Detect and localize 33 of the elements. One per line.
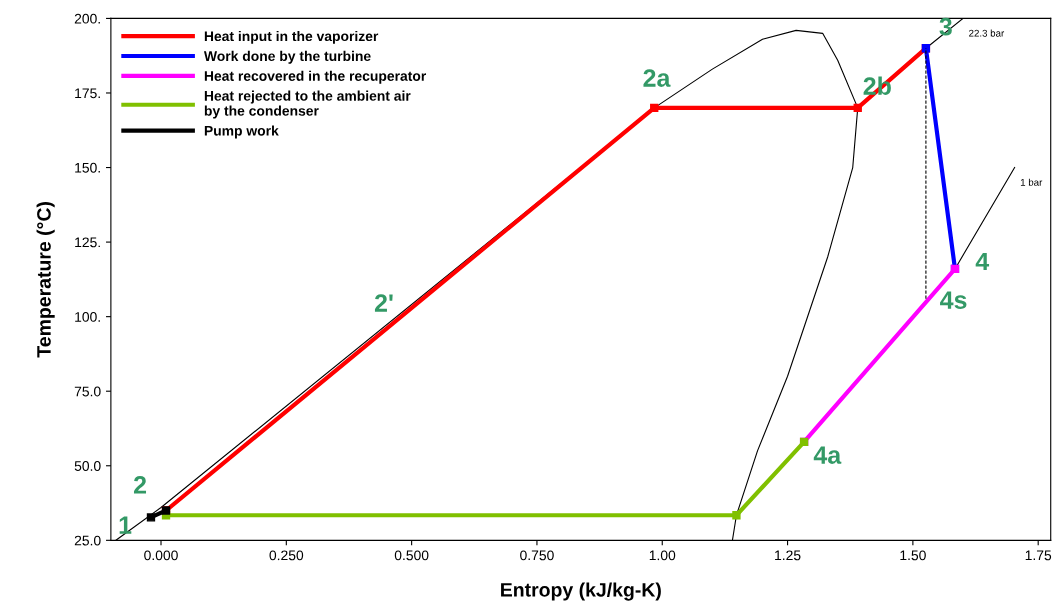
legend-label: Work done by the turbine: [203, 50, 371, 64]
x-tick-label: 0.750: [520, 550, 554, 561]
annotation: 4: [975, 252, 990, 271]
series-label: 22.3 bar: [969, 29, 1005, 37]
x-tick-label: 1.25: [775, 550, 801, 561]
x-tick-label: 0.250: [269, 550, 304, 561]
x-tick-label: 1.00: [649, 550, 676, 561]
x-tick-label: 0.500: [394, 550, 429, 561]
y-tick-label: 50.0: [74, 461, 101, 471]
legend-label: Heat recovered in the recuperator: [204, 70, 427, 84]
x-axis-title: Entropy (kJ/kg-K): [501, 582, 661, 601]
x-tick-label: 1.75: [1025, 550, 1052, 561]
y-axis-title: Temperature (°C): [36, 202, 55, 358]
y-tick-label: 175.: [75, 88, 100, 99]
annotation: 1: [119, 516, 132, 534]
annotation: 2: [133, 476, 147, 494]
annotation: 3: [939, 17, 952, 36]
y-tick-label: 150.: [75, 162, 100, 173]
legend-label: Pump work: [204, 125, 279, 139]
y-tick-label: 75.0: [74, 386, 101, 397]
annotation: 4a: [813, 446, 842, 464]
y-tick-label: 25.0: [74, 535, 101, 546]
y-tick-label: 125.: [75, 237, 100, 248]
y-tick-label: 200.: [74, 13, 100, 24]
series-label: 1 bar: [1020, 178, 1043, 186]
annotation: 2': [374, 294, 393, 312]
x-tick-label: 0.000: [144, 550, 178, 561]
legend-label: Heat input in the vaporizer: [204, 30, 379, 44]
y-tick-label: 100.: [75, 311, 100, 322]
legend-label: Heat rejected to the ambient air by the condenser: [204, 90, 411, 119]
annotation: 2a: [643, 69, 671, 87]
annotation: 4s: [940, 291, 967, 309]
x-tick-label: 1.50: [900, 550, 926, 561]
